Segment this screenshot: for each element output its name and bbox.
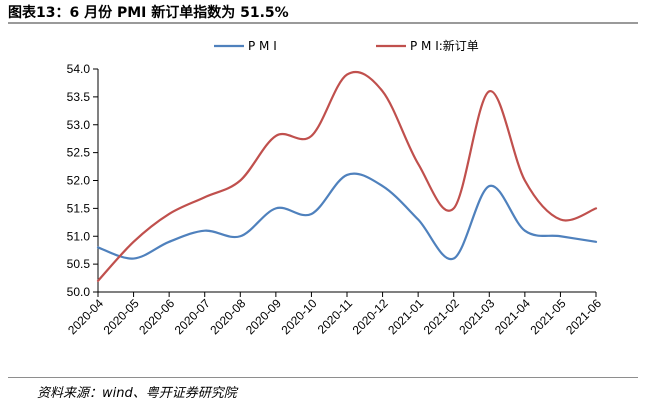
x-tick-label: 2021-01 bbox=[385, 296, 426, 337]
y-tick-label: 53.5 bbox=[67, 90, 91, 104]
series-line-1 bbox=[96, 70, 598, 282]
x-tick-label: 2021-05 bbox=[528, 296, 569, 337]
x-tick-label: 2021-02 bbox=[421, 296, 462, 337]
x-tick-label: 2020-11 bbox=[315, 296, 356, 337]
x-tick-label: 2020-07 bbox=[172, 296, 213, 337]
x-tick-label: 2021-04 bbox=[492, 296, 533, 337]
y-tick-label: 54.0 bbox=[67, 62, 91, 76]
y-tick-label: 50.5 bbox=[67, 257, 91, 271]
source-divider bbox=[8, 377, 638, 378]
y-tick-label: 52.5 bbox=[67, 146, 91, 160]
y-tick-label: 52.0 bbox=[67, 174, 91, 188]
x-tick-label: 2021-06 bbox=[563, 296, 604, 337]
x-tick-label: 2020-08 bbox=[207, 296, 248, 337]
x-tick-label: 2020-09 bbox=[243, 296, 284, 337]
x-tick-label: 2020-10 bbox=[279, 296, 320, 337]
title-divider bbox=[8, 22, 638, 24]
legend-label-0: P M I bbox=[248, 39, 277, 53]
axes bbox=[97, 69, 596, 293]
legend-label-1: P M I:新订单 bbox=[410, 38, 479, 53]
chart-title: 图表13：6 月份 PMI 新订单指数为 51.5% bbox=[8, 5, 289, 21]
x-tick-label: 2020-04 bbox=[65, 296, 106, 337]
y-tick-label: 51.5 bbox=[67, 201, 91, 215]
y-tick-label: 51.0 bbox=[67, 229, 91, 243]
y-tick-label: 50.0 bbox=[67, 285, 91, 299]
x-tick-label: 2020-06 bbox=[136, 296, 177, 337]
x-tick-label: 2021-03 bbox=[456, 296, 497, 337]
y-tick-label: 53.0 bbox=[67, 118, 91, 132]
series-group bbox=[96, 70, 598, 282]
source-note: 资料来源：wind、粤开证券研究院 bbox=[37, 386, 237, 401]
series-line-0 bbox=[96, 172, 598, 261]
legend: P M I P M I:新订单 bbox=[214, 38, 479, 53]
x-axis-ticks: 2020-042020-052020-062020-072020-082020-… bbox=[65, 292, 604, 337]
x-tick-label: 2020-12 bbox=[350, 296, 391, 337]
y-axis-ticks: 50.0 50.5 51.0 51.5 52.0 52.5 53.0 53.5 54.0 bbox=[67, 62, 98, 299]
x-tick-label: 2020-05 bbox=[101, 296, 142, 337]
